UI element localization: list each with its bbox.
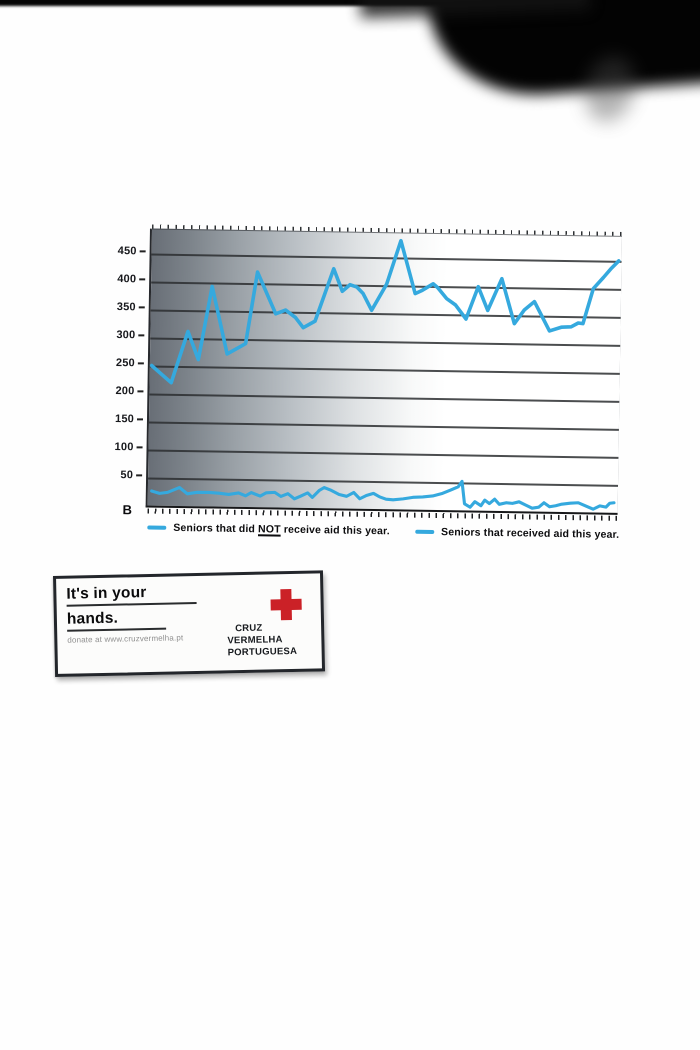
plot-area: [146, 224, 622, 521]
y-axis-tick: [136, 418, 144, 421]
y-axis-label-text: 50: [120, 469, 134, 482]
donation-card: It's in your hands. donate at www.cruzve…: [53, 570, 326, 677]
legend-label-emphasis: NOT: [258, 523, 281, 536]
logo-text: CRUZ VERMELHA PORTUGUESA: [227, 622, 297, 659]
y-axis-label-text: 200: [115, 385, 135, 398]
y-axis-label-100: 100: [102, 440, 143, 454]
legend-line-swatch-icon: [415, 529, 435, 535]
y-axis-label-50: 50: [102, 469, 143, 482]
y-axis-label-text: 300: [116, 329, 136, 342]
y-axis-label-text: 450: [117, 245, 137, 258]
y-axis-label-200: 200: [103, 385, 144, 398]
logo-line: PORTUGUESA: [227, 645, 298, 659]
y-axis-label-text: 100: [114, 440, 134, 454]
y-axis-tick: [139, 250, 146, 253]
series-line-not-received: [151, 237, 619, 390]
legend-line-swatch-icon: [147, 525, 167, 531]
legend-label: Seniors that received aid this year.: [441, 526, 620, 541]
y-axis-label-450: 450: [106, 245, 146, 258]
y-axis-label-350: 350: [105, 301, 145, 314]
y-axis-label-400: 400: [105, 273, 146, 286]
card-headline-line2: hands.: [66, 608, 167, 632]
scanner-blob-artifact: [425, 0, 700, 102]
y-axis: 50 100 150 200 250 300 350 400 450: [112, 228, 148, 504]
y-axis-tick: [136, 474, 143, 477]
y-axis-label-text: 150: [114, 412, 135, 426]
y-axis-tick: [138, 306, 145, 309]
red-cross-icon: [270, 589, 302, 621]
y-axis-tick: [139, 278, 146, 281]
y-axis-tick: [137, 362, 144, 365]
legend-label-pre: Seniors that did: [173, 521, 259, 536]
scanner-edge-artifact: [0, 0, 700, 6]
y-axis-label-150: 150: [103, 412, 144, 426]
y-axis-tick: [136, 446, 143, 449]
y-axis-label-text: 350: [116, 301, 136, 314]
y-axis-label-300: 300: [104, 329, 145, 342]
legend-item-not-received: Seniors that did NOT receive aid this ye…: [147, 521, 390, 537]
y-axis-label-250: 250: [104, 357, 144, 370]
y-axis-label-text: 400: [117, 273, 137, 286]
series-line-received: [151, 476, 614, 509]
origin-label: B: [122, 502, 133, 518]
legend-label: Seniors that did NOT receive aid this ye…: [173, 522, 390, 537]
legend-item-received: Seniors that received aid this year.: [415, 526, 619, 541]
chart-legend: Seniors that did NOT receive aid this ye…: [147, 521, 619, 541]
cruz-vermelha-logo: CRUZ VERMELHA PORTUGUESA: [226, 589, 309, 659]
y-axis-tick: [138, 334, 145, 337]
data-series-lines: [148, 230, 622, 513]
y-axis-label-text: 250: [115, 357, 135, 370]
line-chart: 50 100 150 200 250 300 350 400 450 B Seniors tha…: [113, 224, 624, 541]
legend-label-post: receive aid this year.: [280, 523, 390, 538]
y-axis-tick: [137, 390, 144, 393]
card-headline-line1: It's in your: [66, 583, 197, 607]
plot-row: 50 100 150 200 250 300 350 400 450 B: [115, 224, 624, 521]
